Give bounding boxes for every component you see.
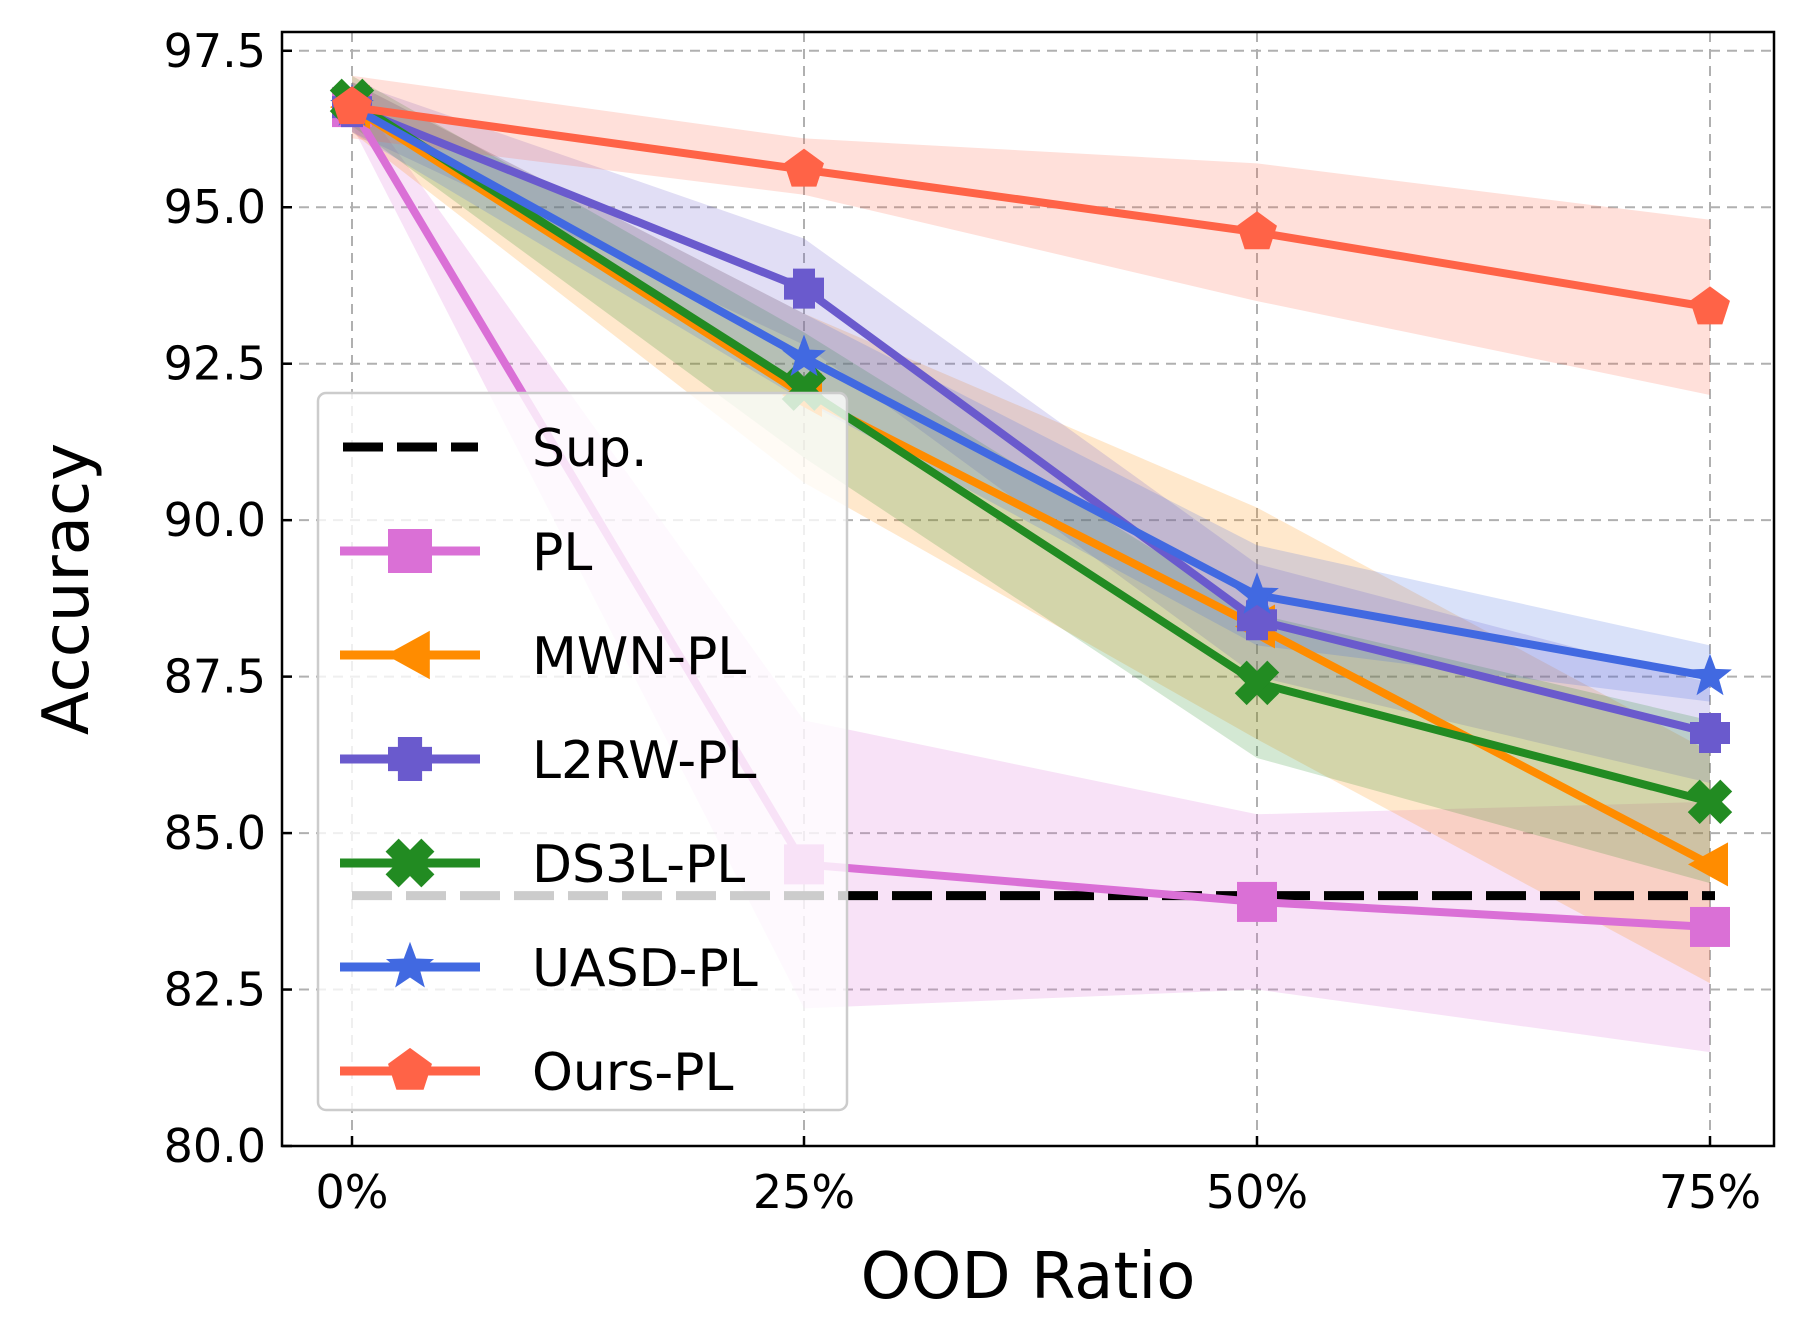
legend-box: [316, 391, 849, 1112]
y-tick-label: 82.5: [164, 963, 266, 1017]
data-point-ours-pl: [1690, 286, 1730, 325]
data-point-uasd-pl: [782, 334, 826, 377]
data-point-pl: [1690, 906, 1730, 947]
data-point-uasd-pl: [1235, 572, 1279, 614]
data-point-l2rw-pl: [1690, 712, 1730, 753]
legend-marker-pl: [388, 529, 432, 573]
series-line-uasd-pl: [348, 103, 1714, 681]
legend-label-uasdpl: UASD-PL: [532, 939, 758, 999]
legend-marker-ds3lpl: [385, 838, 435, 888]
legend-marker-mwnpl: [385, 630, 430, 680]
series-line-ds3l-pl: [348, 96, 1714, 806]
axis-ticks: 80.0 82.5 85.0 87.5 90.0 92.5 95.0 97.5 0% 25% 50%…: [164, 24, 1762, 1219]
series-line-l2rw-pl: [348, 103, 1714, 737]
data-point-l2rw-pl: [784, 268, 824, 309]
y-axis-label: Accuracy: [30, 443, 104, 735]
data-point-ds3l-pl: [1687, 779, 1733, 824]
data-point-ours-pl: [1237, 211, 1277, 250]
gridlines: [282, 32, 1774, 1146]
data-point-mwn-pl: [1688, 842, 1728, 887]
data-point-ours-pl: [332, 86, 372, 125]
confidence-band-uasd-pl: [352, 82, 1710, 702]
series-line-ours-pl: [348, 103, 1714, 312]
data-point-ours-pl: [784, 148, 824, 187]
y-tick-label: 85.0: [164, 806, 266, 860]
x-tick-label: 50%: [1206, 1165, 1308, 1219]
y-tick-label: 95.0: [164, 180, 266, 234]
legend-label-l2rwpl: L2RW-PL: [532, 731, 757, 791]
legend-marker-ds3lpl-bar: [385, 838, 435, 888]
x-tick-label: 0%: [316, 1165, 389, 1219]
data-point-ds3l-pl-bar: [1687, 779, 1733, 824]
x-axis-label: OOD Ratio: [861, 1240, 1196, 1314]
confidence-band-pl: [352, 88, 1710, 1053]
legend-marker-ourspl: [388, 1047, 432, 1090]
data-point-pl: [1237, 881, 1277, 922]
y-tick-label: 90.0: [164, 493, 266, 547]
legend-label-pl: PL: [532, 523, 592, 583]
legend-entries: Sup. PL MWN-PL L2RW-PL DS3L-PL UASD-PL Ours-PL: [340, 419, 758, 1103]
data-point-uasd-pl: [1688, 653, 1732, 696]
x-tick-label: 75%: [1659, 1165, 1761, 1219]
y-tick-label: 92.5: [164, 337, 266, 391]
legend-label-ds3lpl: DS3L-PL: [532, 835, 745, 895]
confidence-band-l2rw-pl: [352, 82, 1710, 784]
data-point-ds3l-pl-bar: [1234, 660, 1280, 706]
y-tick-label: 97.5: [164, 24, 266, 78]
y-tick-label: 80.0: [164, 1119, 266, 1173]
legend: Sup. PL MWN-PL L2RW-PL DS3L-PL UASD-PL Ours-PL: [316, 391, 849, 1112]
data-point-ds3l-pl: [1234, 660, 1280, 706]
legend-label-sup: Sup.: [532, 419, 648, 479]
plot-area-frame: [280, 30, 1776, 1148]
y-tick-label: 87.5: [164, 650, 266, 704]
x-tick-label: 25%: [753, 1165, 855, 1219]
legend-marker-l2rwpl: [388, 737, 432, 782]
legend-label-ourspl: Ours-PL: [532, 1043, 733, 1103]
legend-marker-uasdpl: [385, 941, 435, 988]
legend-label-mwnpl: MWN-PL: [532, 627, 746, 687]
